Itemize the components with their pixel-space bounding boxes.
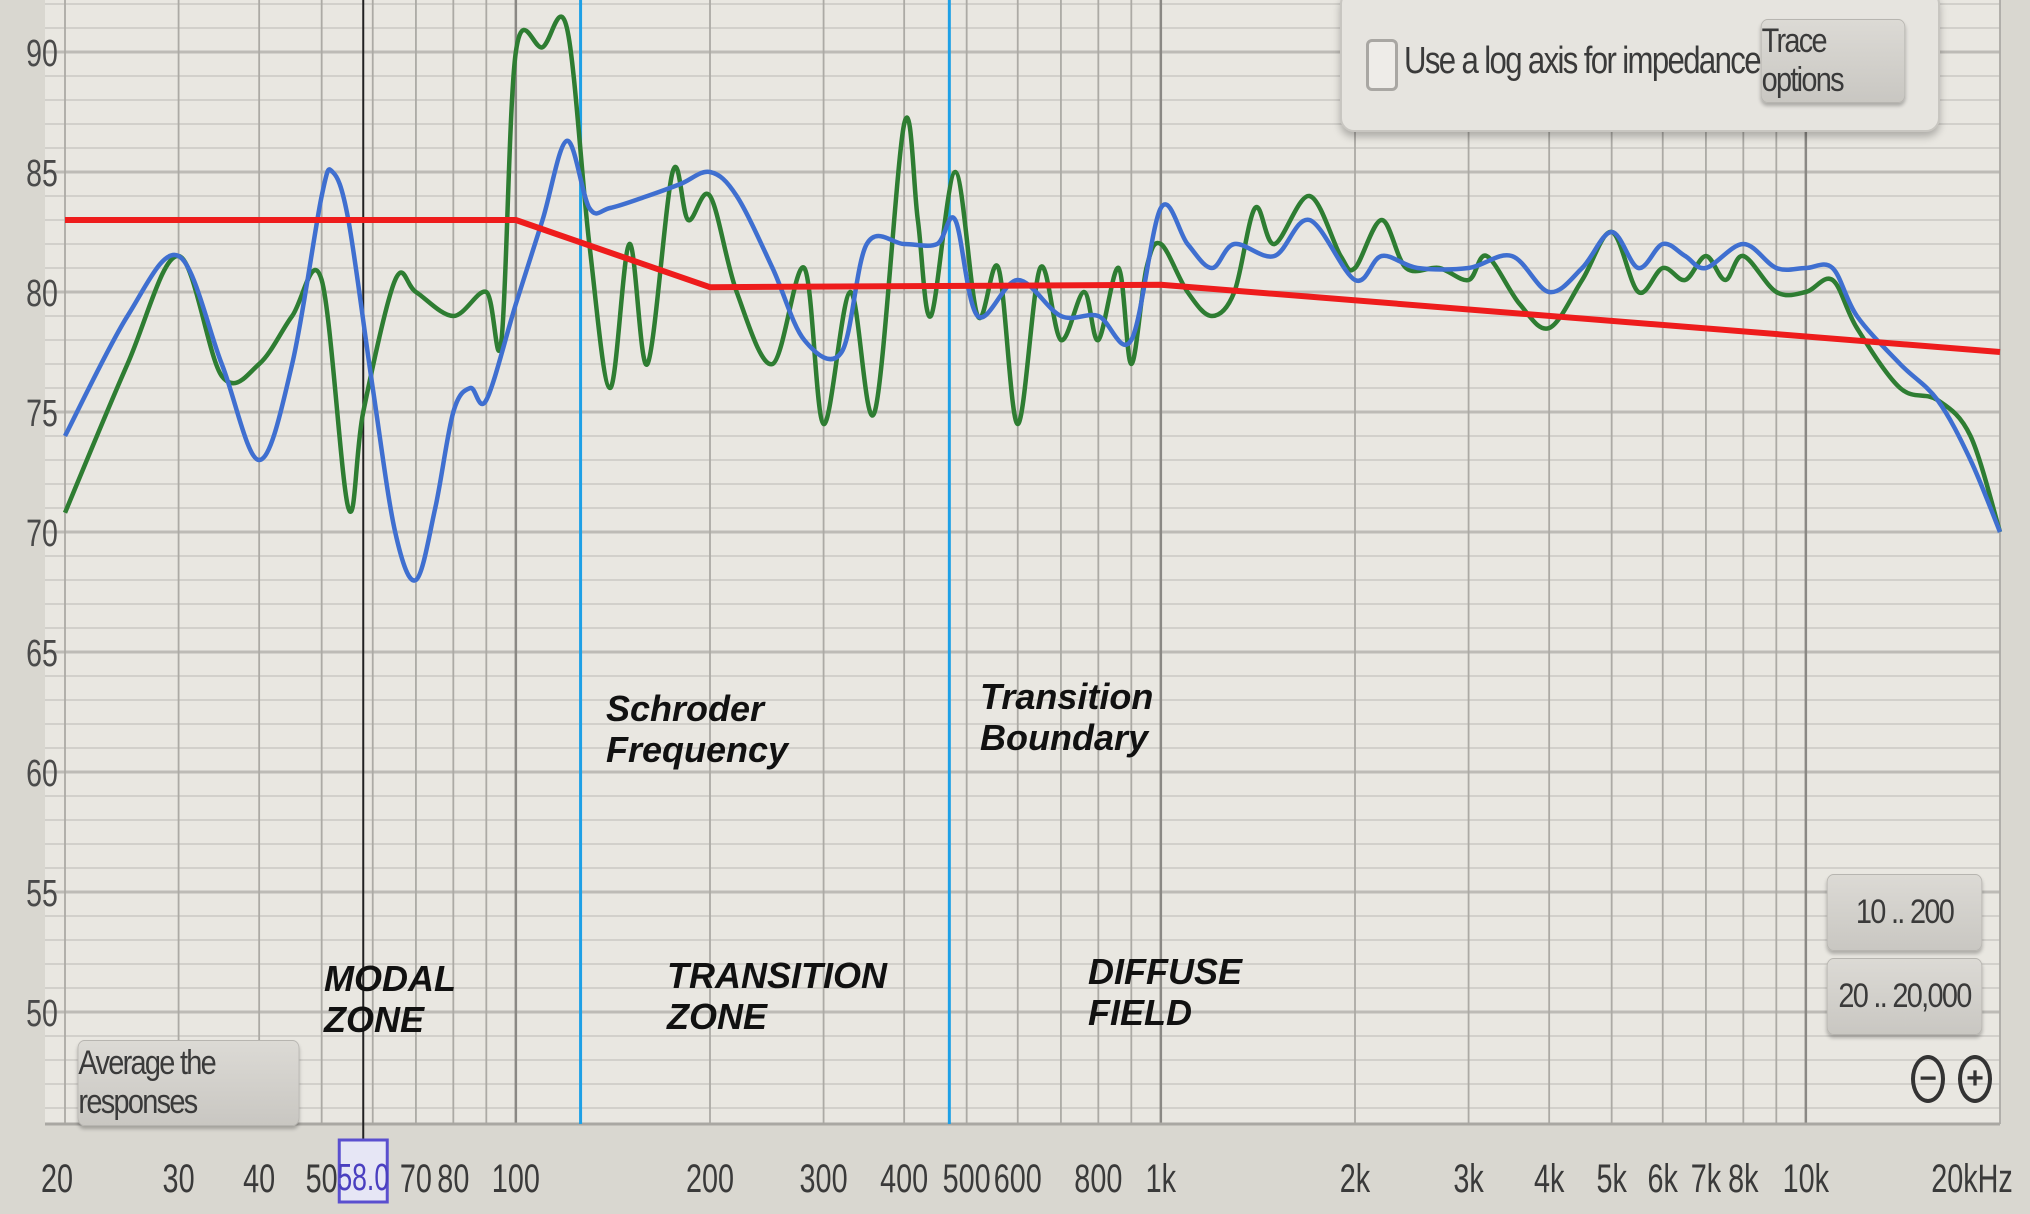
x-tick-label: 80: [437, 1156, 469, 1201]
y-tick-label: 80: [26, 273, 58, 315]
x-tick-label: 20: [41, 1156, 73, 1201]
x-tick-label: 800: [1074, 1156, 1122, 1201]
x-tick-label: 300: [800, 1156, 848, 1201]
y-tick-label: 75: [26, 393, 58, 435]
transition-boundary-label: Transition Boundary: [980, 676, 1154, 758]
green-response-curve: [62, 14, 2003, 533]
cursor-readout-box: [337, 1138, 389, 1204]
modal-zone-label: MODAL ZONE: [324, 958, 456, 1040]
y-tick-label: 85: [26, 153, 58, 195]
range-20-20000-button[interactable]: 20 .. 20,000: [1826, 958, 1983, 1035]
x-tick-label: 40: [243, 1156, 275, 1201]
x-tick-label: 10k: [1783, 1156, 1830, 1201]
log-axis-checkbox[interactable]: [1366, 39, 1398, 91]
y-tick-label: 90: [26, 33, 58, 75]
x-tick-label: 2k: [1340, 1156, 1371, 1201]
x-tick-label: 5k: [1596, 1156, 1627, 1201]
plot-area: [45, 0, 2000, 1124]
schroder-frequency-label: Schroder Frequency: [606, 688, 789, 770]
average-responses-button[interactable]: Average the responses: [77, 1040, 300, 1126]
y-tick-label: 60: [26, 753, 58, 795]
transition-zone-label: TRANSITION ZONE: [667, 955, 887, 1037]
y-tick-label: 70: [26, 513, 58, 555]
zoom-in-icon[interactable]: +: [1958, 1055, 1992, 1103]
y-tick-label: 65: [26, 633, 58, 675]
red-target-curve: [65, 217, 2001, 355]
diffuse-field-label: DIFFUSE FIELD: [1088, 951, 1243, 1033]
x-tick-label: 70: [400, 1156, 432, 1201]
x-tick-label: 100: [492, 1156, 540, 1201]
x-tick-label: 7k: [1691, 1156, 1722, 1201]
trace-options-button[interactable]: Trace options: [1760, 19, 1906, 103]
x-tick-label: 4k: [1534, 1156, 1565, 1201]
zoom-out-icon[interactable]: −: [1911, 1055, 1945, 1103]
x-tick-label: 400: [880, 1156, 928, 1201]
x-tick-label: 200: [686, 1156, 734, 1201]
cursor-readout: 58.0: [337, 1155, 389, 1198]
x-tick-label: 8k: [1728, 1156, 1759, 1201]
x-tick-label: 6k: [1648, 1156, 1679, 1201]
x-tick-label: 50: [306, 1156, 338, 1201]
blue-response-curve: [63, 138, 2003, 583]
x-tick-label: 30: [163, 1156, 195, 1201]
y-tick-label: 55: [26, 873, 58, 915]
x-tick-label: 500: [943, 1156, 991, 1201]
range-10-200-button[interactable]: 10 .. 200: [1826, 874, 1983, 951]
x-tick-label: 3k: [1453, 1156, 1484, 1201]
x-tick-label: 1k: [1146, 1156, 1177, 1201]
log-axis-label: Use a log axis for impedance: [1404, 40, 1762, 82]
x-tick-label: 600: [994, 1156, 1042, 1201]
y-tick-label: 50: [26, 993, 58, 1035]
x-tick-label: 20kHz: [1931, 1156, 2013, 1201]
